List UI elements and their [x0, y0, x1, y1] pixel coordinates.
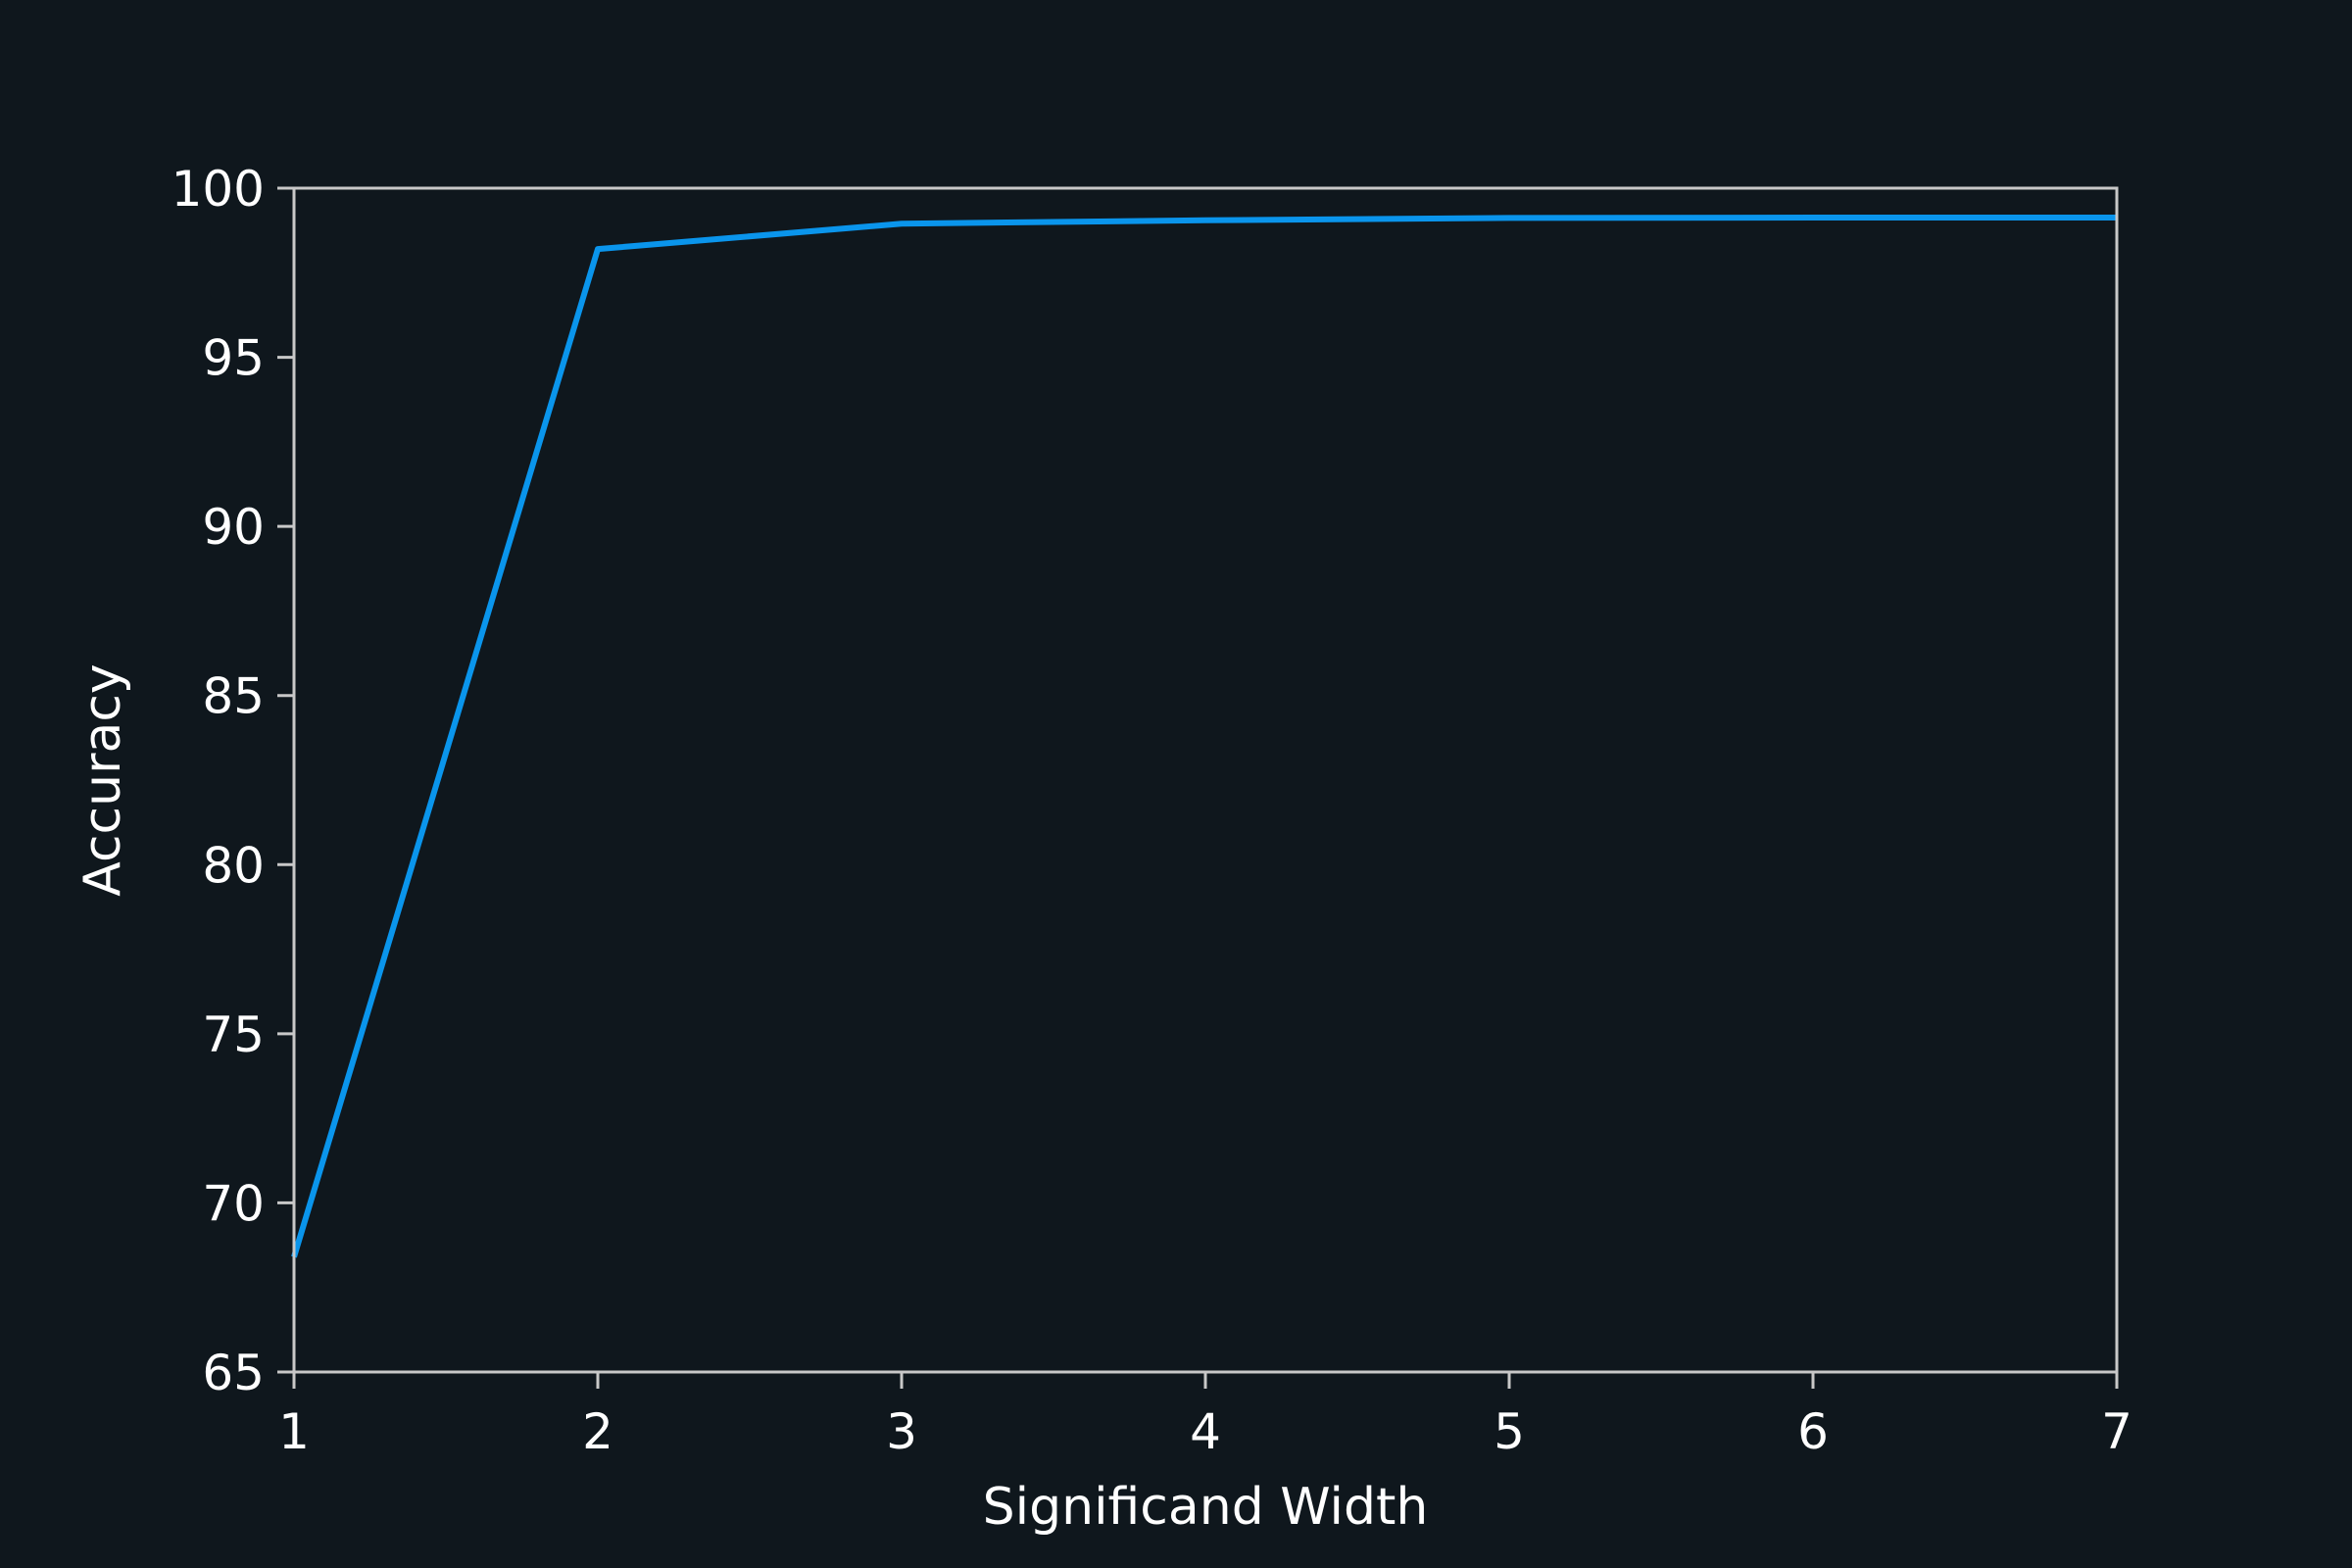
x-tick-label: 7 — [2101, 1403, 2132, 1460]
y-tick-label: 65 — [202, 1345, 265, 1401]
y-tick-label: 90 — [202, 499, 265, 556]
y-tick-label: 80 — [202, 837, 265, 894]
y-axis-label: Accuracy — [74, 663, 132, 896]
y-tick-label: 70 — [202, 1175, 265, 1232]
y-tick-label: 85 — [202, 668, 265, 725]
accuracy-series-line — [291, 215, 2117, 1258]
y-tick-label: 95 — [202, 330, 265, 387]
plot-area: 1 2 3 4 5 6 7 65 70 75 80 85 90 95 100 — [172, 161, 2132, 1460]
x-tick-label: 3 — [886, 1403, 917, 1460]
y-tick-label: 100 — [172, 161, 265, 218]
x-tick-label: 4 — [1190, 1403, 1221, 1460]
x-tick-label: 2 — [582, 1403, 613, 1460]
x-tick-label: 1 — [278, 1403, 310, 1460]
x-tick-label: 6 — [1797, 1403, 1829, 1460]
y-tick-label: 75 — [202, 1006, 265, 1063]
x-axis-label: Significand Width — [983, 1478, 1429, 1537]
x-tick-label: 5 — [1494, 1403, 1525, 1460]
